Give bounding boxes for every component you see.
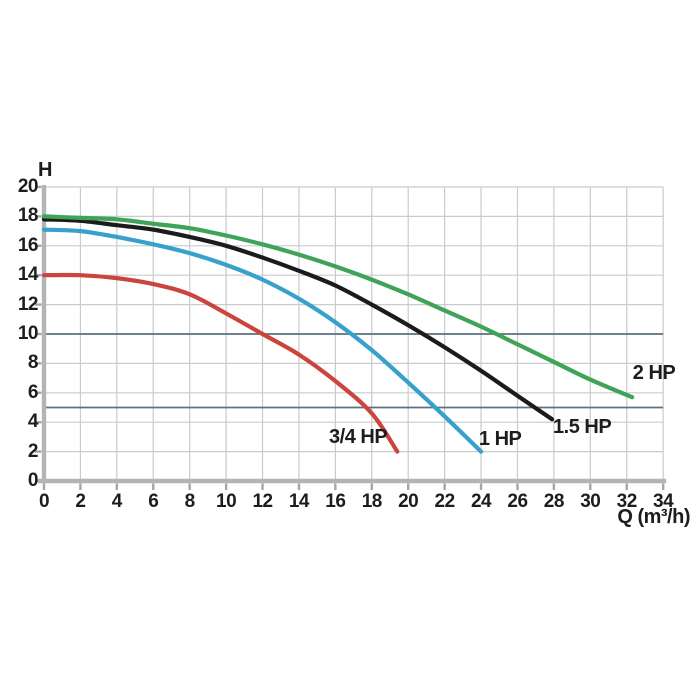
x-tick-label-6: 6 <box>148 491 159 512</box>
x-tick-label-10: 10 <box>216 491 237 512</box>
x-tick-label-2: 2 <box>75 491 86 512</box>
y-tick-label-20: 20 <box>17 176 39 197</box>
curve-label-1-5-hp: 1.5 HP <box>553 415 612 438</box>
curve-1-5-hp <box>41 217 555 422</box>
curve-label-2-hp: 2 HP <box>632 361 676 384</box>
x-tick-label-0: 0 <box>38 491 50 512</box>
y-tick-label-10: 10 <box>17 323 39 344</box>
x-tick-label-26: 26 <box>507 491 528 512</box>
y-tick-label-0: 0 <box>27 470 39 491</box>
curve-3-4-hp <box>41 272 400 454</box>
x-axis-title: Q (m³/h) <box>617 506 690 528</box>
x-tick-label-12: 12 <box>252 491 273 512</box>
y-tick-label-18: 18 <box>17 205 39 227</box>
x-tick-label-8: 8 <box>184 491 196 512</box>
y-tick-label-8: 8 <box>27 352 39 374</box>
y-axis-title: H <box>38 159 52 181</box>
y-tick-label-4: 4 <box>27 411 39 433</box>
curve-2-hp <box>41 214 635 400</box>
curve-label-3-4-hp: 3/4 HP <box>329 425 388 448</box>
y-tick-label-12: 12 <box>17 293 39 315</box>
x-tick-label-30: 30 <box>580 491 601 512</box>
x-tick-label-22: 22 <box>434 491 456 512</box>
x-tick-label-20: 20 <box>398 491 419 512</box>
x-tick-label-4: 4 <box>111 491 123 512</box>
x-tick-label-28: 28 <box>543 491 565 512</box>
x-tick-label-32: 32 <box>616 491 638 512</box>
curve-1-hp <box>41 227 484 454</box>
x-tick-label-24: 24 <box>470 491 492 512</box>
x-tick-label-14: 14 <box>288 491 310 512</box>
x-tick-label-16: 16 <box>325 491 346 512</box>
y-tick-label-6: 6 <box>27 381 39 403</box>
curve-label-1-hp: 1 HP <box>478 428 522 451</box>
y-tick-label-2: 2 <box>27 440 39 462</box>
x-tick-label-34: 34 <box>653 491 674 512</box>
y-tick-label-16: 16 <box>17 234 39 256</box>
y-tick-label-14: 14 <box>17 264 39 286</box>
x-tick-label-18: 18 <box>361 491 383 512</box>
